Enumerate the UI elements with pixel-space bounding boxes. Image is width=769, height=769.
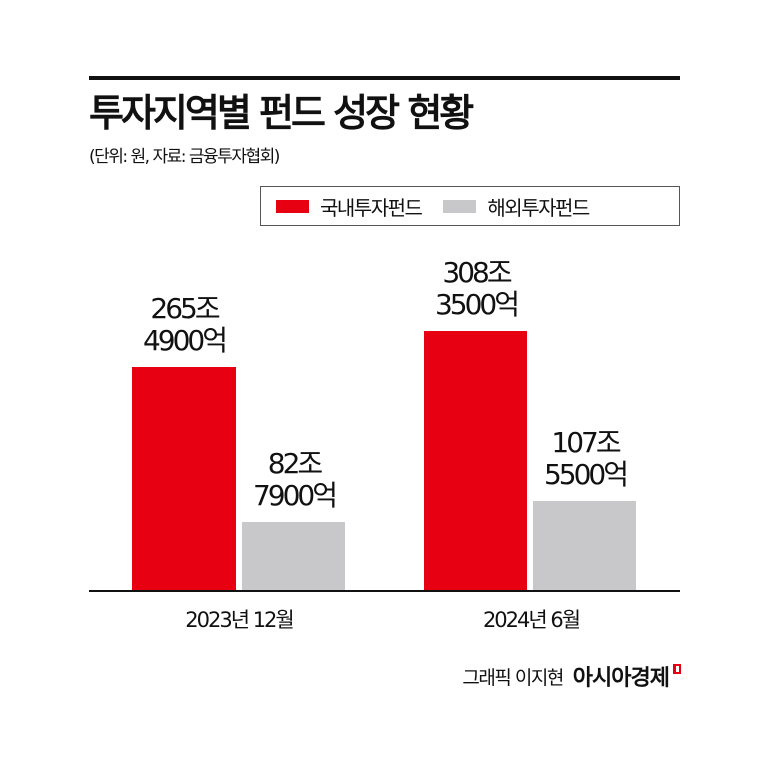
legend-swatch-domestic — [276, 199, 309, 213]
legend-item-overseas: 해외투자펀드 — [443, 192, 590, 221]
bar-overseas-2023-12 — [242, 522, 345, 591]
chart-subtitle: (단위: 원, 자료: 금융투자협회) — [89, 147, 280, 167]
legend: 국내투자펀드 해외투자펀드 — [260, 186, 680, 226]
credit: 그래픽 이지현 아시아경제 — [462, 660, 681, 692]
brand-mark-icon — [673, 664, 681, 674]
value-label: 82조 7900억 — [252, 447, 338, 512]
legend-item-domestic: 국내투자펀드 — [276, 192, 423, 221]
x-axis-line — [89, 590, 680, 592]
brand-logo: 아시아경제 — [572, 666, 670, 691]
bar-domestic-2024-06 — [424, 331, 527, 591]
legend-swatch-overseas — [443, 199, 477, 213]
x-axis-label: 2023년 12월 — [185, 608, 294, 632]
top-rule — [89, 76, 680, 80]
bar-overseas-2024-06 — [533, 501, 636, 591]
value-label: 265조 4900억 — [142, 292, 228, 357]
chart-title: 투자지역별 펀드 성장 현황 — [89, 91, 474, 135]
value-label: 308조 3500억 — [434, 256, 520, 321]
value-label: 107조 5500억 — [543, 426, 629, 491]
bar-domestic-2023-12 — [132, 367, 236, 591]
x-axis-label: 2024년 6월 — [482, 608, 581, 632]
legend-label: 국내투자펀드 — [320, 195, 423, 220]
graphic-author: 그래픽 이지현 — [462, 666, 564, 689]
legend-label: 해외투자펀드 — [487, 195, 590, 220]
